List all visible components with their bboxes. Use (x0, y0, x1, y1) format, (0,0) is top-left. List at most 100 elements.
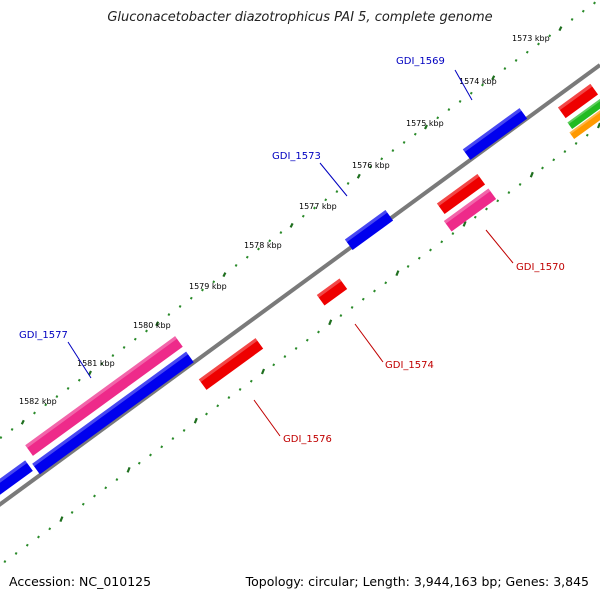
gene-label[interactable]: GDI_1570 (516, 262, 565, 273)
gene-label-leader (319, 162, 348, 197)
tick-mark (451, 232, 455, 236)
tick-mark (558, 26, 563, 32)
tick-mark (485, 207, 488, 211)
tick-mark (201, 288, 204, 292)
gene-green-partial[interactable] (567, 98, 600, 130)
tick-mark (548, 34, 552, 38)
gene-gdi-1573[interactable] (344, 209, 394, 251)
gene-label[interactable]: GDI_1573 (272, 151, 321, 162)
tick-mark (55, 395, 59, 399)
tick-mark (234, 263, 238, 267)
tick-mark (178, 304, 182, 308)
gene-label[interactable]: GDI_1576 (283, 434, 332, 445)
tick-labels: 1573 kbp 1574 kbp 1575 kbp 1576 kbp 1577 kbp… (19, 34, 550, 406)
tick-mark (417, 256, 421, 260)
tick-label: 1577 kbp (299, 202, 337, 211)
tick-mark (537, 42, 540, 46)
gene-gdi-1577-pink[interactable] (25, 336, 183, 456)
tick-mark (100, 362, 104, 366)
gene-label[interactable]: GDI_1569 (396, 56, 445, 67)
tick-mark (384, 281, 388, 285)
gene-label-leader (253, 399, 281, 437)
tick-mark (93, 494, 96, 498)
gene-label[interactable]: GDI_1577 (19, 330, 68, 341)
tick-mark (182, 428, 186, 432)
tick-mark (48, 527, 52, 531)
tick-mark (324, 198, 328, 202)
tick-mark (25, 543, 29, 547)
tick-mark (10, 427, 14, 431)
tick-mark (44, 403, 48, 407)
accession-text: Accession: NC_010125 (9, 574, 152, 589)
tick-mark (205, 412, 208, 416)
tick-mark (413, 132, 417, 136)
tick-mark (317, 330, 320, 334)
tick-mark (313, 206, 316, 210)
tick-mark (279, 231, 283, 235)
tick-mark (145, 329, 148, 333)
tick-mark (361, 297, 365, 301)
gene-label-leader (354, 323, 384, 363)
tick-mark (518, 182, 522, 186)
tick-mark (529, 171, 534, 178)
tick-mark (249, 379, 253, 383)
gene-orange-partial[interactable] (569, 109, 600, 140)
tick-mark (481, 83, 484, 87)
tick-mark (257, 247, 260, 251)
outer-tick-ring (0, 1, 596, 440)
tick-mark (402, 140, 406, 144)
gene-labels: GDI_1569 GDI_1573 GDI_1577 GDI_1570 GDI_1574… (19, 56, 565, 445)
tick-mark (104, 486, 108, 490)
tick-mark (70, 510, 74, 514)
tick-mark (552, 158, 556, 162)
tick-mark (289, 222, 294, 228)
tick-mark (59, 516, 64, 523)
gene-label-leader (485, 229, 514, 264)
gene-gdi-1570-red[interactable] (436, 173, 486, 215)
tick-mark (149, 453, 152, 457)
gene-label[interactable]: GDI_1574 (385, 360, 434, 371)
gene-gdi-1577-blue[interactable] (32, 351, 194, 475)
tick-mark (503, 67, 507, 71)
tick-mark (272, 363, 276, 367)
tick-mark (574, 141, 578, 145)
gene-gdi-1574[interactable] (316, 278, 348, 306)
tick-mark (491, 75, 496, 81)
tick-mark (189, 296, 193, 300)
tick-mark (335, 190, 339, 194)
tick-mark (14, 551, 18, 555)
tick-mark (238, 387, 242, 391)
gene-gdi-1570-pink[interactable] (443, 188, 497, 232)
tick-mark (167, 313, 171, 317)
tick-mark (111, 354, 115, 358)
tick-mark (88, 370, 92, 376)
gene-gdi-1569[interactable] (462, 108, 528, 160)
gene-red-partial[interactable] (557, 83, 599, 119)
gene-forward-partial[interactable] (0, 460, 33, 495)
tick-mark (294, 346, 298, 350)
gene-label-leader (67, 341, 92, 379)
tick-mark (458, 99, 462, 103)
tick-mark (356, 173, 361, 179)
tick-label: 1582 kbp (19, 397, 57, 406)
tick-mark (301, 214, 305, 218)
tick-mark (339, 314, 343, 318)
tick-label: 1581 kbp (77, 359, 115, 368)
tick-label: 1575 kbp (406, 119, 444, 128)
gene-gdi-1576[interactable] (198, 338, 264, 390)
tick-mark (395, 270, 400, 277)
tick-mark (212, 280, 216, 284)
tick-label: 1580 kbp (133, 321, 171, 330)
tick-mark (126, 466, 131, 473)
tick-mark (268, 239, 272, 243)
tick-mark (115, 478, 119, 482)
tick-mark (260, 368, 266, 375)
tick-mark (406, 264, 410, 268)
tick-mark (369, 165, 372, 169)
tick-mark (245, 255, 249, 259)
tick-mark (155, 321, 160, 327)
gene-label-leader (454, 69, 473, 101)
tick-mark (541, 166, 544, 170)
tick-mark (216, 404, 220, 408)
tick-mark (473, 215, 477, 219)
